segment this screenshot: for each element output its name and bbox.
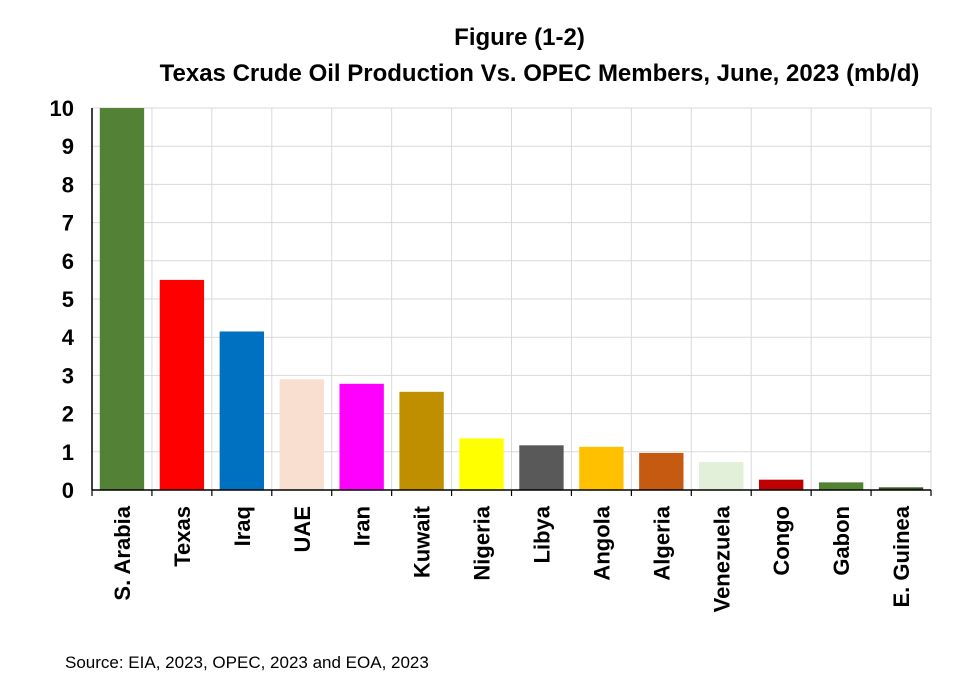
x-tick-label: Texas xyxy=(170,506,195,567)
y-tick-label: 9 xyxy=(62,134,74,159)
x-tick-label: Venezuela xyxy=(709,505,734,612)
y-tick-label: 6 xyxy=(62,249,74,274)
y-tick-label: 8 xyxy=(62,172,74,197)
y-tick-label: 0 xyxy=(62,478,74,503)
bar-venezuela xyxy=(699,462,744,490)
bar-algeria xyxy=(639,452,684,490)
x-tick-label: Iran xyxy=(350,506,375,546)
bar-iraq xyxy=(219,331,264,490)
x-tick-label: Iraq xyxy=(230,506,255,546)
x-tick-label: UAE xyxy=(290,506,315,552)
bar-libya xyxy=(519,445,564,490)
x-tick-label: Libya xyxy=(529,505,554,563)
x-tick-label: Angola xyxy=(589,505,614,580)
x-tick-label: Congo xyxy=(769,506,794,576)
bar-uae xyxy=(279,379,324,490)
x-tick-label: E. Guinea xyxy=(889,505,914,607)
y-tick-label: 1 xyxy=(62,440,74,465)
x-tick-label: Kuwait xyxy=(410,505,435,578)
bar-gabon xyxy=(818,482,864,490)
bar-kuwait xyxy=(399,391,444,490)
chart-subtitle: Texas Crude Oil Production Vs. OPEC Memb… xyxy=(159,60,920,87)
bar-e-guinea xyxy=(878,487,924,490)
y-tick-label: 10 xyxy=(50,96,74,121)
bar-congo xyxy=(759,479,804,490)
y-tick-label: 7 xyxy=(62,211,74,236)
x-tick-label: S. Arabia xyxy=(110,505,135,600)
x-tick-label: Gabon xyxy=(829,506,854,576)
bar-texas xyxy=(159,279,205,490)
chart-title: Figure (1-2) xyxy=(454,24,585,51)
y-tick-label: 3 xyxy=(62,363,74,388)
source-note: Source: EIA, 2023, OPEC, 2023 and EOA, 2… xyxy=(65,653,429,672)
y-tick-label: 5 xyxy=(62,287,74,312)
y-tick-label: 2 xyxy=(62,402,74,427)
bar-angola xyxy=(579,446,624,490)
y-tick-label: 4 xyxy=(62,325,75,350)
bar-s-arabia xyxy=(99,108,145,490)
x-tick-label: Nigeria xyxy=(470,505,495,580)
x-tick-label: Algeria xyxy=(649,505,674,580)
bar-iran xyxy=(339,383,384,490)
bar-nigeria xyxy=(459,438,504,490)
